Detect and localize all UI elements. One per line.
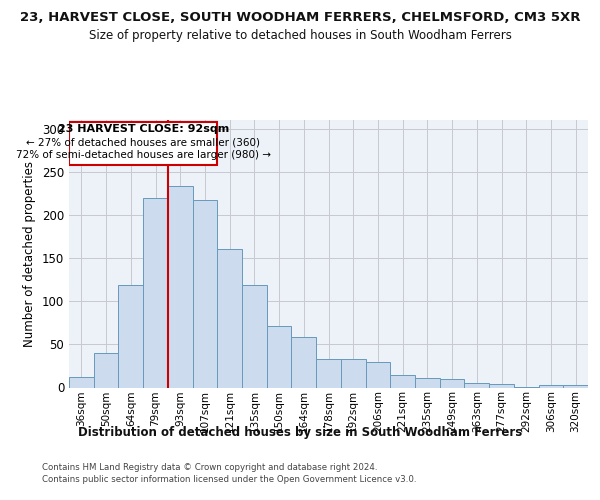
Bar: [267, 326, 292, 388]
Bar: [217, 250, 242, 388]
Text: Distribution of detached houses by size in South Woodham Ferrers: Distribution of detached houses by size …: [78, 426, 522, 439]
FancyBboxPatch shape: [69, 122, 217, 165]
Bar: [242, 285, 267, 388]
Bar: [440, 379, 464, 388]
Bar: [94, 353, 118, 388]
Bar: [341, 359, 365, 388]
Bar: [316, 359, 341, 388]
Bar: [365, 362, 390, 388]
Bar: [69, 377, 94, 388]
Bar: [292, 338, 316, 388]
Text: Contains HM Land Registry data © Crown copyright and database right 2024.: Contains HM Land Registry data © Crown c…: [42, 462, 377, 471]
Bar: [415, 378, 440, 388]
Text: 23, HARVEST CLOSE, SOUTH WOODHAM FERRERS, CHELMSFORD, CM3 5XR: 23, HARVEST CLOSE, SOUTH WOODHAM FERRERS…: [20, 11, 580, 24]
Text: ← 27% of detached houses are smaller (360): ← 27% of detached houses are smaller (36…: [26, 138, 260, 147]
Bar: [563, 385, 588, 388]
Bar: [168, 186, 193, 388]
Text: 23 HARVEST CLOSE: 92sqm: 23 HARVEST CLOSE: 92sqm: [58, 124, 229, 134]
Bar: [539, 385, 563, 388]
Bar: [514, 386, 539, 388]
Bar: [118, 285, 143, 388]
Bar: [390, 376, 415, 388]
Bar: [193, 200, 217, 388]
Text: 72% of semi-detached houses are larger (980) →: 72% of semi-detached houses are larger (…: [16, 150, 271, 160]
Text: Size of property relative to detached houses in South Woodham Ferrers: Size of property relative to detached ho…: [89, 29, 511, 42]
Bar: [464, 383, 489, 388]
Text: Contains public sector information licensed under the Open Government Licence v3: Contains public sector information licen…: [42, 475, 416, 484]
Bar: [489, 384, 514, 388]
Bar: [143, 198, 168, 388]
Y-axis label: Number of detached properties: Number of detached properties: [23, 161, 37, 347]
